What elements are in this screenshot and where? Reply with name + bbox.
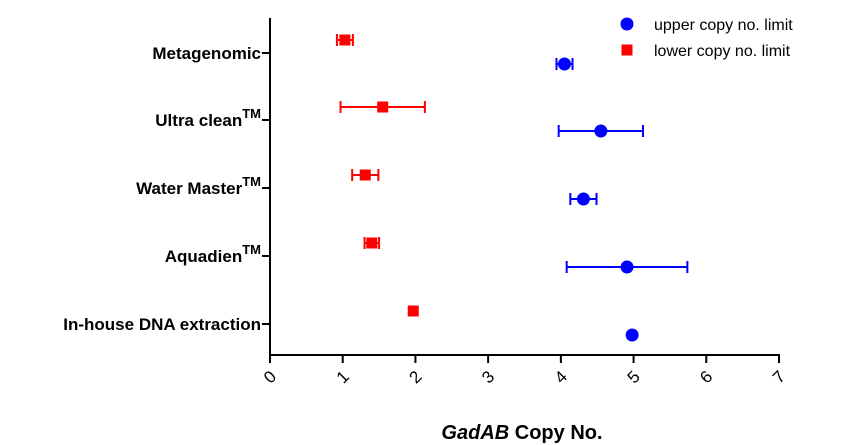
x-tick-label: 3 bbox=[478, 367, 498, 387]
lower-limit-point bbox=[407, 305, 419, 317]
x-tick-label: 4 bbox=[551, 367, 571, 387]
lower-limit-point bbox=[366, 237, 378, 249]
category-name: In-house DNA extraction bbox=[63, 315, 261, 334]
x-tick-label: 7 bbox=[769, 367, 789, 387]
x-tick-label: 2 bbox=[405, 367, 425, 387]
x-tick-label: 1 bbox=[333, 367, 353, 387]
upper-limit-point bbox=[557, 57, 571, 71]
lower-limit-point bbox=[359, 169, 371, 181]
x-tick-labels: 0 1 2 3 4 5 6 7 bbox=[260, 367, 789, 387]
data-marks bbox=[335, 34, 689, 342]
legend: upper copy no. limit lower copy no. limit bbox=[620, 17, 793, 60]
category-label: In-house DNA extraction bbox=[63, 315, 261, 334]
upper-limit-point bbox=[594, 124, 608, 138]
category-name: Aquadien bbox=[165, 247, 242, 266]
legend-label: upper copy no. limit bbox=[654, 17, 793, 34]
upper-limit-point bbox=[576, 192, 590, 206]
category-label: Water MasterTM bbox=[136, 174, 261, 198]
upper-limit-point bbox=[620, 260, 634, 274]
category-label: Ultra cleanTM bbox=[155, 106, 261, 130]
lower-limit-point bbox=[377, 101, 389, 113]
lower-limit-point bbox=[339, 34, 351, 46]
category-name: Water Master bbox=[136, 179, 243, 198]
x-axis-title: GadAB Copy No. bbox=[441, 422, 602, 444]
category-superscript: TM bbox=[242, 242, 261, 257]
x-axis-title-rest: Copy No. bbox=[509, 422, 602, 444]
category-name: Metagenomic bbox=[152, 44, 261, 63]
category-superscript: TM bbox=[242, 106, 261, 121]
category-label: AquadienTM bbox=[165, 242, 261, 266]
x-axis-title-italic: GadAB bbox=[441, 422, 509, 444]
category-superscript: TM bbox=[242, 174, 261, 189]
category-label: Metagenomic bbox=[152, 44, 261, 63]
legend-marker-circle bbox=[620, 17, 634, 31]
x-tick-label: 0 bbox=[260, 367, 280, 387]
category-name: Ultra clean bbox=[155, 111, 242, 130]
x-tick-label: 6 bbox=[696, 367, 716, 387]
legend-label: lower copy no. limit bbox=[654, 43, 791, 60]
x-tick-label: 5 bbox=[624, 367, 644, 387]
legend-marker-square bbox=[621, 44, 633, 56]
upper-limit-point bbox=[625, 328, 639, 342]
axes bbox=[262, 18, 780, 363]
